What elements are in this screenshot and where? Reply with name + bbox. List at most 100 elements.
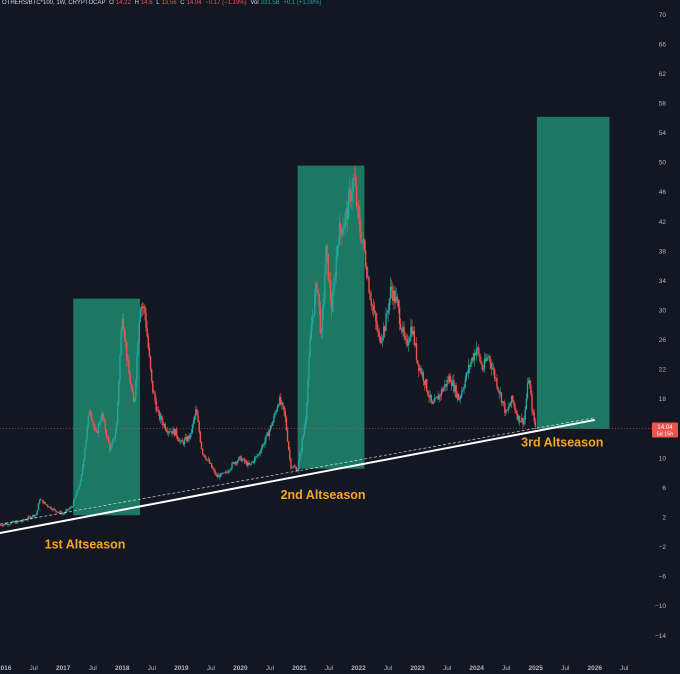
candle-body [403,326,405,336]
candle-body [387,310,389,313]
candle-body [327,254,329,281]
candle-body [303,427,306,435]
x-tick-label: Jul [148,665,157,672]
x-tick-label: Jul [443,665,452,672]
x-tick-label: 2019 [174,665,189,672]
candle-body [533,412,535,422]
candle-body [275,411,277,413]
candle-body [45,504,48,505]
candle-body [389,286,392,299]
candle-body [372,305,375,311]
candle-body [7,523,9,525]
candle-body [344,214,346,226]
candle-body [42,500,44,504]
candle-body [480,360,482,364]
candle-body [223,472,225,474]
candle-body [179,440,181,442]
y-tick-label: 18 [659,396,667,403]
zone-labels: 1st Altseason 2nd Altseason 3rd Altseason [45,436,604,552]
candle-body [69,507,71,509]
candle-body [197,414,199,422]
candle-body [187,436,189,442]
candle-body [251,461,254,463]
candle-body [80,474,83,481]
candle-body [311,317,314,326]
zone-label-2: 2nd Altseason [281,488,366,502]
altseason-zone-2 [297,165,365,469]
candle-body [521,417,523,422]
y-tick-label: 34 [659,278,667,285]
candle-body [110,447,112,451]
candle-body [109,442,111,451]
candle-body [370,299,372,306]
x-tick-label: 2023 [410,665,425,672]
candle-body [62,513,65,515]
candle-body [12,521,15,523]
candle-body [122,318,125,330]
candle-body [118,380,120,402]
candle-body [79,480,82,487]
x-tick-label: Jul [89,665,98,672]
candle-body [124,338,127,343]
candle-body [128,361,130,375]
candle-body [379,336,382,344]
candle-body [481,363,483,370]
candle-body [140,306,143,310]
candle-body [419,368,421,371]
candle-body [97,424,100,433]
candle-body [368,276,370,293]
candle-body [146,327,148,337]
candle-body [401,328,403,332]
candle-body [423,380,426,385]
candle-body [61,513,63,515]
candle-body [272,421,274,427]
candle-body [298,461,300,471]
candle-body [465,372,468,380]
candle-body [360,231,362,243]
candle-body [95,430,97,432]
candle-body [165,429,168,432]
candle-body [210,463,213,468]
candle-body [411,326,413,335]
candle-body [429,394,431,398]
candle-body [388,298,391,311]
x-tick-label: 2016 [0,665,12,672]
candle-body [358,205,360,218]
candle-body [307,380,309,404]
candle-body [107,437,110,443]
candle-body [137,341,139,356]
candle-body [328,280,331,282]
candle-body [338,223,341,246]
candle-body [273,415,275,422]
candle-body [312,314,315,318]
candle-body [261,444,264,449]
candle-body [496,378,498,388]
candle-body [89,411,92,414]
candle-body [366,266,368,278]
candle-body [163,424,165,426]
candle-body [469,365,471,367]
candle-body [203,453,205,455]
candle-body [226,472,229,473]
candle-body [462,389,464,391]
candle-body [418,363,420,371]
candle-body [64,510,67,513]
candle-body [459,395,462,399]
candle-body [443,387,445,392]
candle-body [410,326,412,338]
candle-body [67,509,69,511]
candle-body [414,343,417,345]
candle-body [74,498,76,501]
candle-body [3,523,6,525]
candle-body [157,410,160,412]
candle-body [392,290,394,301]
support-trendline-dashed [0,417,595,525]
candle-body [53,508,56,510]
y-tick-label: 6 [662,485,666,492]
candle-body [293,466,296,468]
candle-body [188,436,190,439]
candle-body [361,240,363,243]
candle-body [435,397,437,399]
candle-body [221,473,223,474]
candle-body [175,429,178,437]
